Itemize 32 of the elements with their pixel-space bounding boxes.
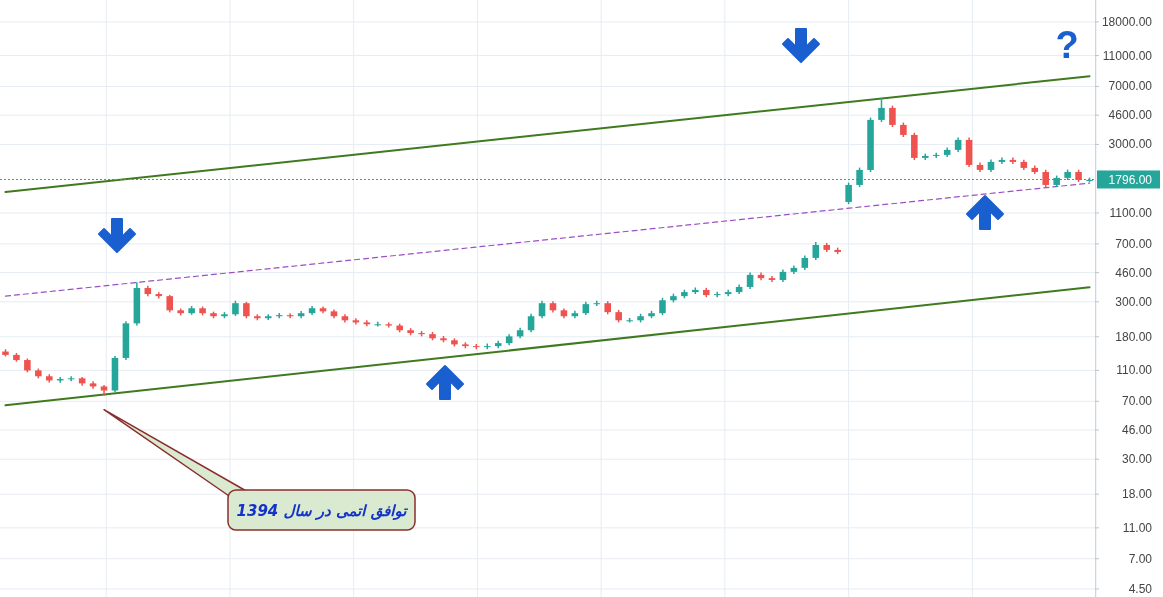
y-tick-label: 460.00 <box>1115 265 1153 280</box>
ref-line-label: 1796.00 <box>1108 172 1153 187</box>
candlestick <box>812 241 820 261</box>
y-tick-label: 30.00 <box>1121 452 1153 467</box>
candlestick <box>911 131 918 161</box>
candlestick <box>593 299 601 307</box>
y-tick-label: 110.00 <box>1116 363 1153 378</box>
candlestick <box>845 181 852 205</box>
candlestick <box>889 104 896 128</box>
annotation: توافق اتمی در سال 1394 <box>236 502 409 520</box>
y-tick-label: 7000.00 <box>1108 79 1153 94</box>
y-tick-label: 70.00 <box>1121 394 1153 409</box>
y-tick-label: 11000.00 <box>1102 48 1153 63</box>
y-tick-label: 300.00 <box>1115 294 1153 309</box>
candlestick <box>275 312 283 319</box>
candlestick <box>527 313 535 334</box>
y-tick-label: 180.00 <box>1115 329 1153 344</box>
y-tick-label: 700.00 <box>1115 236 1153 251</box>
annotation: ? <box>1055 24 1079 66</box>
y-tick-label: 18.00 <box>1121 487 1153 502</box>
candlestick <box>932 151 940 159</box>
y-tick-label: 18000.00 <box>1101 14 1153 29</box>
candlestick <box>713 290 721 298</box>
y-tick-label: 1100.00 <box>1109 206 1153 220</box>
y-tick-label: 3000.00 <box>1108 137 1153 152</box>
y-tick-label: 46.00 <box>1121 423 1153 438</box>
y-tick-label: 7.00 <box>1128 551 1153 566</box>
y-tick-label: 4.50 <box>1128 581 1153 596</box>
candlestick <box>374 321 382 328</box>
y-tick-label: 11.00 <box>1122 520 1153 535</box>
y-tick-label: 4600.00 <box>1108 108 1153 123</box>
candlestick <box>878 97 885 123</box>
